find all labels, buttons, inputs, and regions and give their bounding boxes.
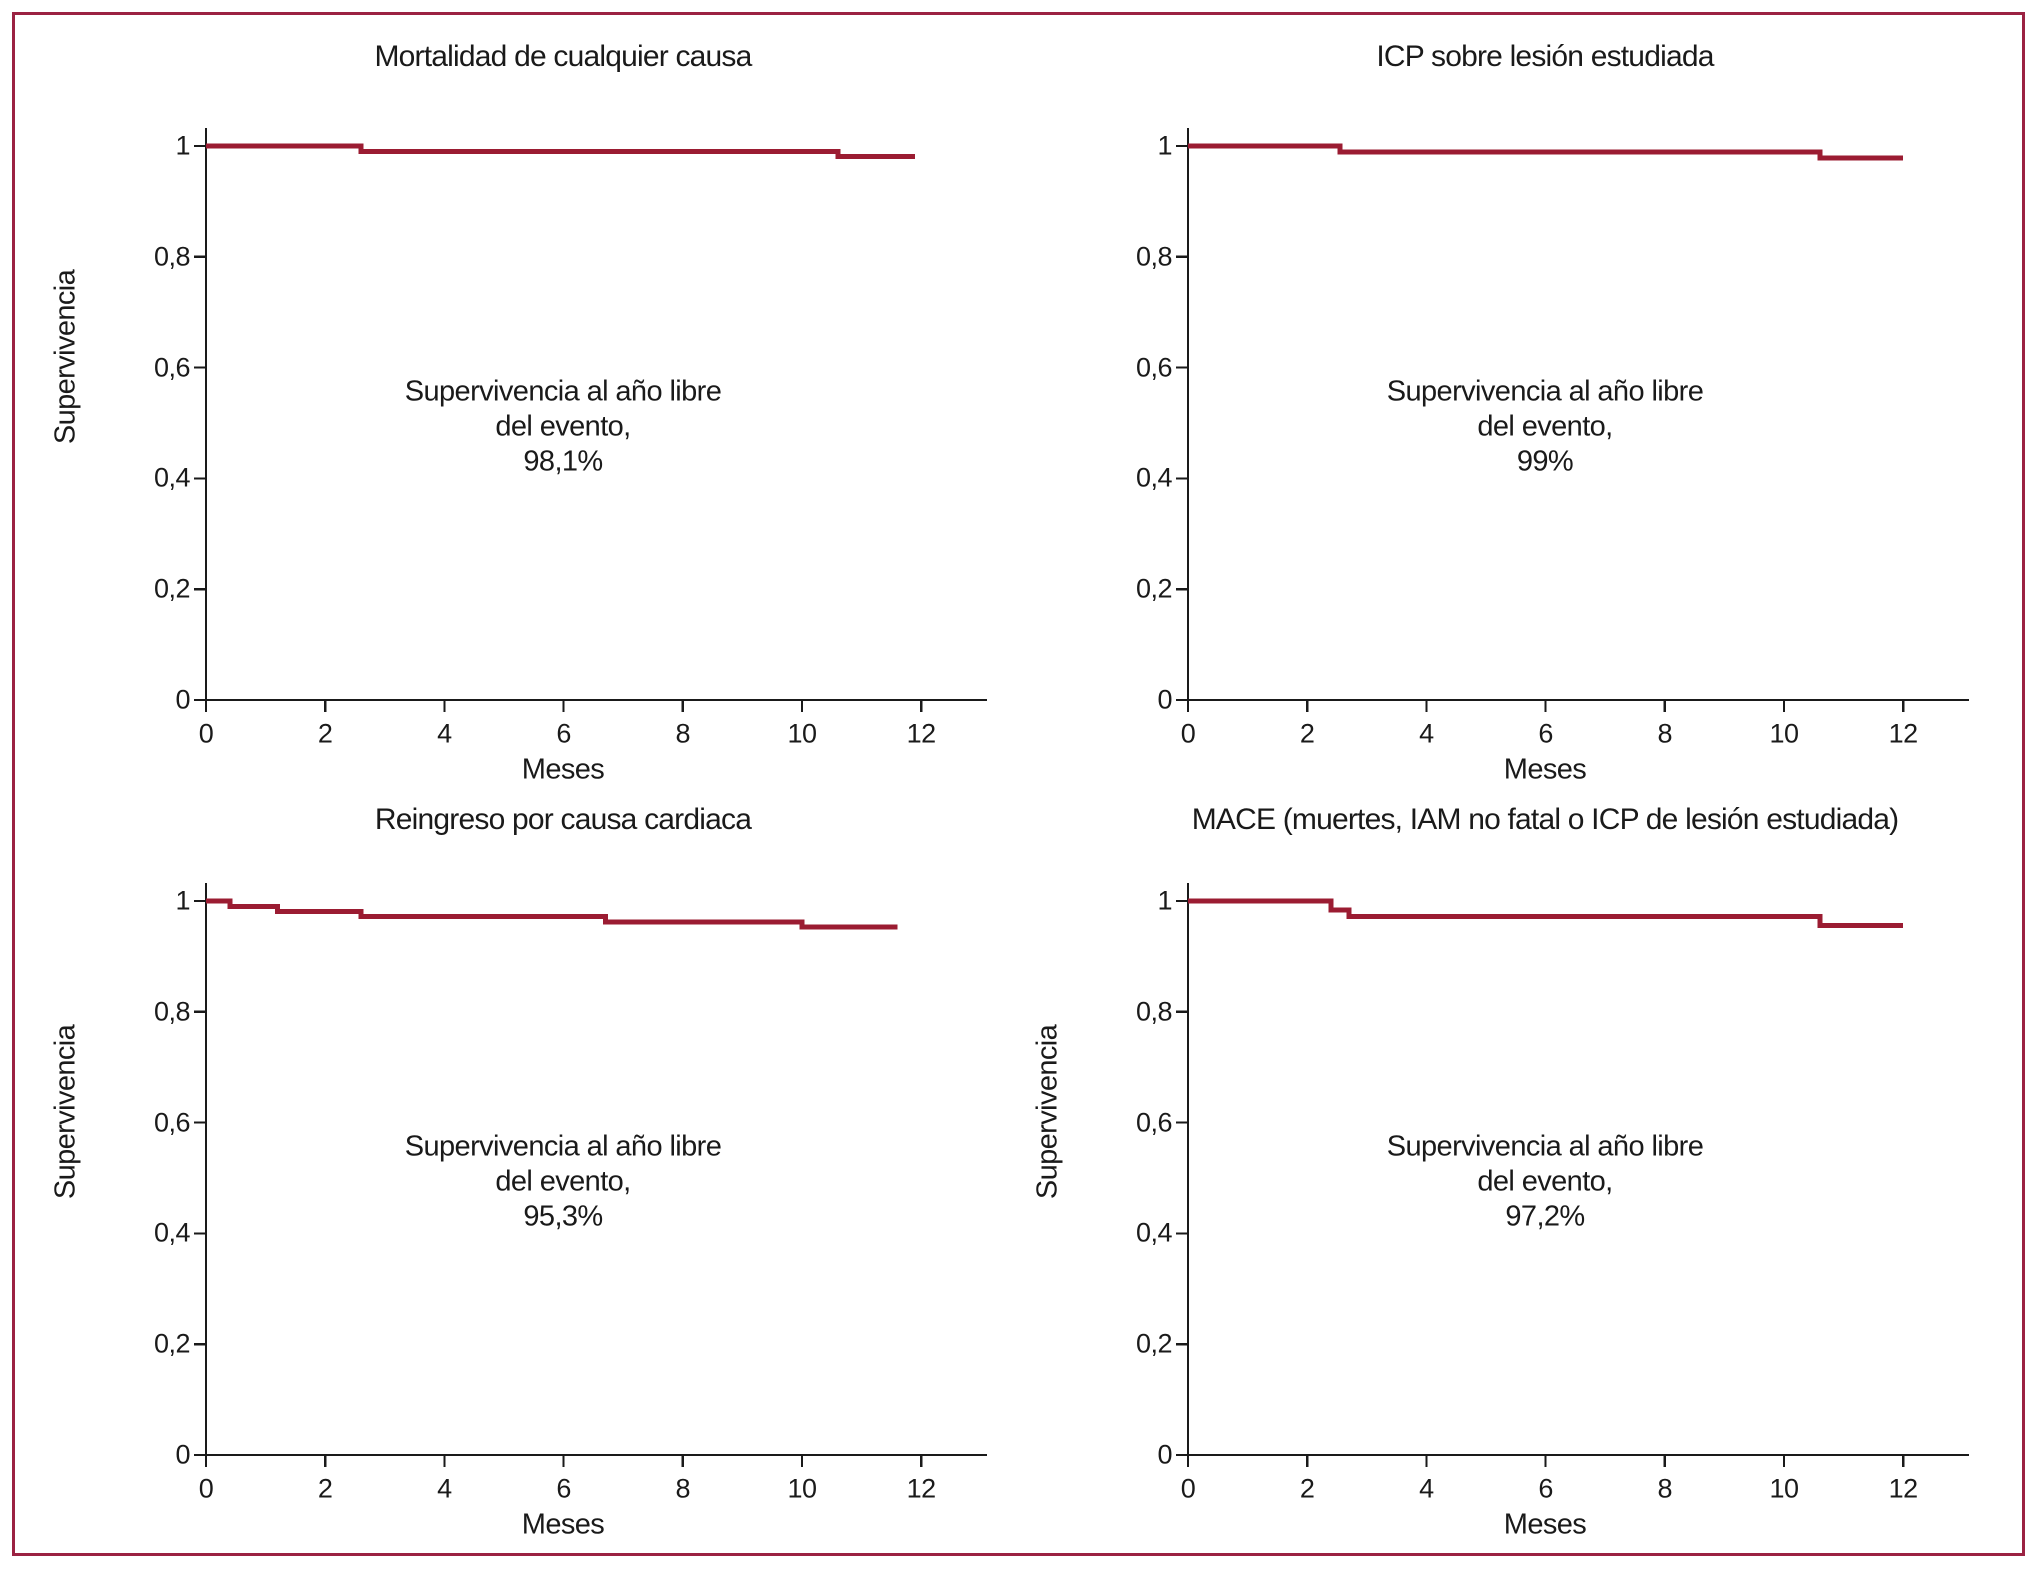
x-tick-label: 8 [675, 718, 691, 749]
x-tick-label: 6 [1538, 1473, 1553, 1504]
x-tick-label: 8 [675, 1473, 691, 1504]
panel-title: ICP sobre lesión estudiada [1376, 40, 1714, 73]
y-axis-title: Supervivencia [1031, 1024, 1064, 1200]
annotation-line: del evento, [495, 1165, 631, 1198]
x-tick-label: 0 [198, 1473, 214, 1504]
x-tick-label: 6 [1538, 718, 1553, 749]
x-tick-label: 12 [906, 718, 937, 749]
x-axis-title: Meses [521, 753, 605, 786]
y-tick-label: 0,8 [1135, 241, 1173, 272]
survival-annotation: Supervivencia al año libre del evento, 9… [1386, 375, 1704, 480]
y-tick-label: 0 [175, 1439, 190, 1470]
y-tick-label: 0,6 [153, 1107, 191, 1138]
annotation-line: del evento, [1477, 410, 1613, 443]
y-tick-label: 0,6 [1135, 352, 1173, 383]
survival-annotation: Supervivencia al año libre del evento, 9… [404, 1130, 722, 1235]
annotation-value: 99% [1516, 445, 1574, 478]
x-tick-label: 10 [787, 1473, 817, 1504]
x-tick-label: 4 [437, 718, 452, 749]
y-tick-label: 1 [175, 130, 190, 161]
annotation-line: Supervivencia al año libre [404, 375, 722, 408]
x-tick-label: 0 [1180, 1473, 1196, 1504]
x-tick-label: 6 [556, 718, 571, 749]
x-tick-label: 4 [437, 1473, 452, 1504]
x-tick-label: 2 [1299, 718, 1315, 749]
x-tick-label: 12 [1888, 718, 1919, 749]
y-tick-label: 0 [175, 684, 190, 715]
survival-annotation: Supervivencia al año libre del evento, 9… [404, 375, 722, 480]
x-tick-label: 10 [1769, 1473, 1799, 1504]
panel-title: Mortalidad de cualquier causa [374, 40, 752, 73]
y-tick-label: 0,8 [153, 241, 191, 272]
y-tick-label: 0,8 [153, 996, 191, 1027]
x-tick-label: 2 [1299, 1473, 1315, 1504]
survival-step-curve [206, 898, 898, 930]
annotation-value: 95,3% [523, 1200, 603, 1233]
x-tick-label: 8 [1657, 1473, 1673, 1504]
y-tick-label: 0 [1157, 684, 1172, 715]
x-tick-label: 12 [906, 1473, 937, 1504]
y-tick-label: 0 [1157, 1439, 1172, 1470]
annotation-line: Supervivencia al año libre [1386, 375, 1704, 408]
y-tick-label: 0,6 [153, 352, 191, 383]
y-tick-label: 0,2 [1135, 1328, 1173, 1359]
annotation-value: 97,2% [1505, 1200, 1585, 1233]
x-axis-title: Meses [1503, 1508, 1587, 1541]
x-tick-label: 0 [198, 718, 214, 749]
y-tick-label: 0,2 [153, 573, 191, 604]
survival-annotation: Supervivencia al año libre del evento, 9… [1386, 1130, 1704, 1235]
survival-step-curve [1188, 143, 1904, 161]
y-tick-label: 0,6 [1135, 1107, 1173, 1138]
x-tick-label: 12 [1888, 1473, 1919, 1504]
x-axis-title: Meses [521, 1508, 605, 1541]
y-tick-label: 0,4 [153, 1217, 191, 1248]
x-axis-title: Meses [1503, 753, 1587, 786]
y-axis-title: Supervivencia [49, 269, 82, 445]
y-tick-label: 0,4 [1135, 462, 1173, 493]
annotation-line: Supervivencia al año libre [404, 1130, 722, 1163]
x-tick-label: 4 [1419, 718, 1434, 749]
y-tick-label: 0,2 [1135, 573, 1173, 604]
y-tick-label: 1 [175, 885, 190, 916]
y-tick-label: 0,4 [153, 462, 191, 493]
annotation-line: del evento, [1477, 1165, 1613, 1198]
survival-step-curve [1188, 898, 1904, 928]
y-tick-label: 0,8 [1135, 996, 1173, 1027]
x-tick-label: 4 [1419, 1473, 1434, 1504]
x-tick-label: 10 [1769, 718, 1799, 749]
survival-step-curve [206, 143, 916, 159]
x-tick-label: 2 [317, 1473, 333, 1504]
y-tick-label: 1 [1157, 130, 1172, 161]
x-tick-label: 6 [556, 1473, 571, 1504]
annotation-line: del evento, [495, 410, 631, 443]
panel-title: Reingreso por causa cardiaca [374, 803, 752, 836]
annotation-line: Supervivencia al año libre [1386, 1130, 1704, 1163]
y-tick-label: 1 [1157, 885, 1172, 916]
y-axis-title: Supervivencia [49, 1024, 82, 1200]
x-tick-label: 0 [1180, 718, 1196, 749]
x-tick-label: 2 [317, 718, 333, 749]
y-tick-label: 0,2 [153, 1328, 191, 1359]
annotation-value: 98,1% [523, 445, 603, 478]
y-tick-label: 0,4 [1135, 1217, 1173, 1248]
panel-title: MACE (muertes, IAM no fatal o ICP de les… [1191, 803, 1899, 836]
x-tick-label: 10 [787, 718, 817, 749]
x-tick-label: 8 [1657, 718, 1673, 749]
